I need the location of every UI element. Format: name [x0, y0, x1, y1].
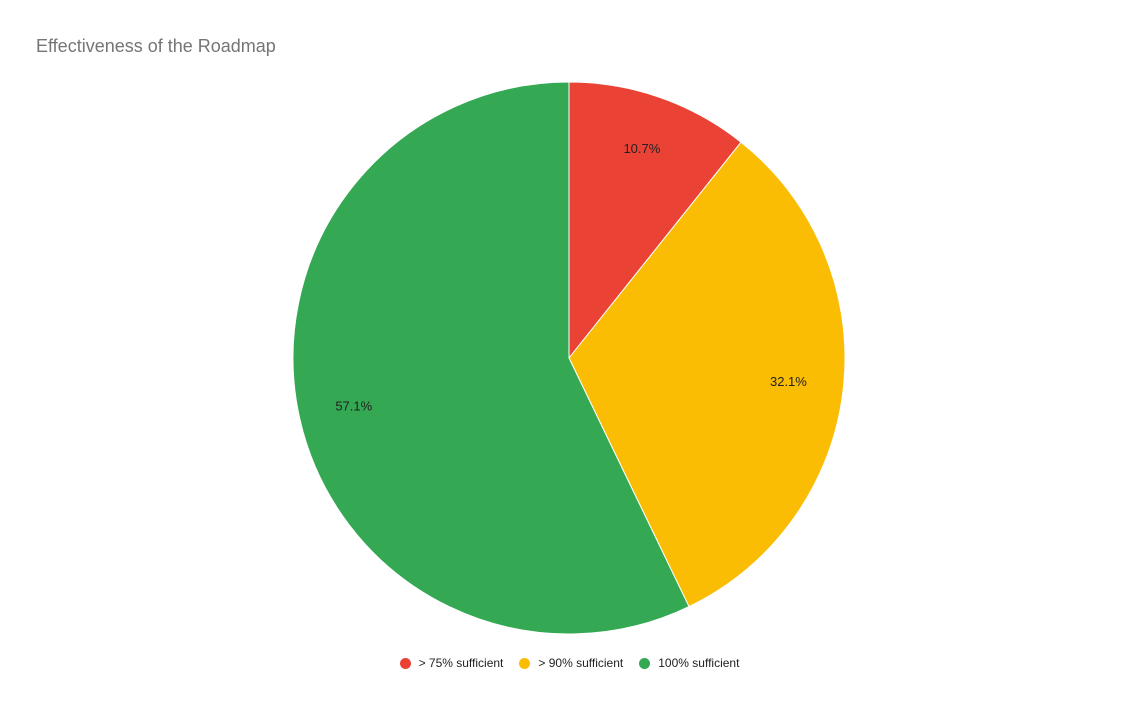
legend-item-2[interactable]: 100% sufficient	[639, 656, 739, 670]
pie-slice-1[interactable]	[568, 141, 846, 608]
legend-label: 100% sufficient	[658, 656, 740, 670]
pie-slice-0[interactable]	[568, 81, 742, 360]
legend-swatch-icon	[519, 657, 531, 669]
legend-item-0[interactable]: > 75% sufficient	[399, 656, 504, 670]
legend-label: > 90% sufficient	[538, 656, 624, 670]
legend-swatch-icon	[399, 657, 411, 669]
slice-label-0: 10.7%	[623, 141, 660, 156]
legend-item-1[interactable]: > 90% sufficient	[519, 656, 623, 670]
slice-label-2: 57.1%	[335, 399, 372, 414]
pie-slice-2[interactable]	[292, 81, 690, 635]
slice-label-1: 32.1%	[770, 374, 807, 389]
chart-legend: > 75% sufficient > 90% sufficient 100% suf…	[0, 656, 1139, 670]
legend-swatch-icon	[639, 657, 651, 669]
legend-label: > 75% sufficient	[418, 656, 504, 670]
chart-title: Effectiveness of the Roadmap	[36, 36, 276, 56]
